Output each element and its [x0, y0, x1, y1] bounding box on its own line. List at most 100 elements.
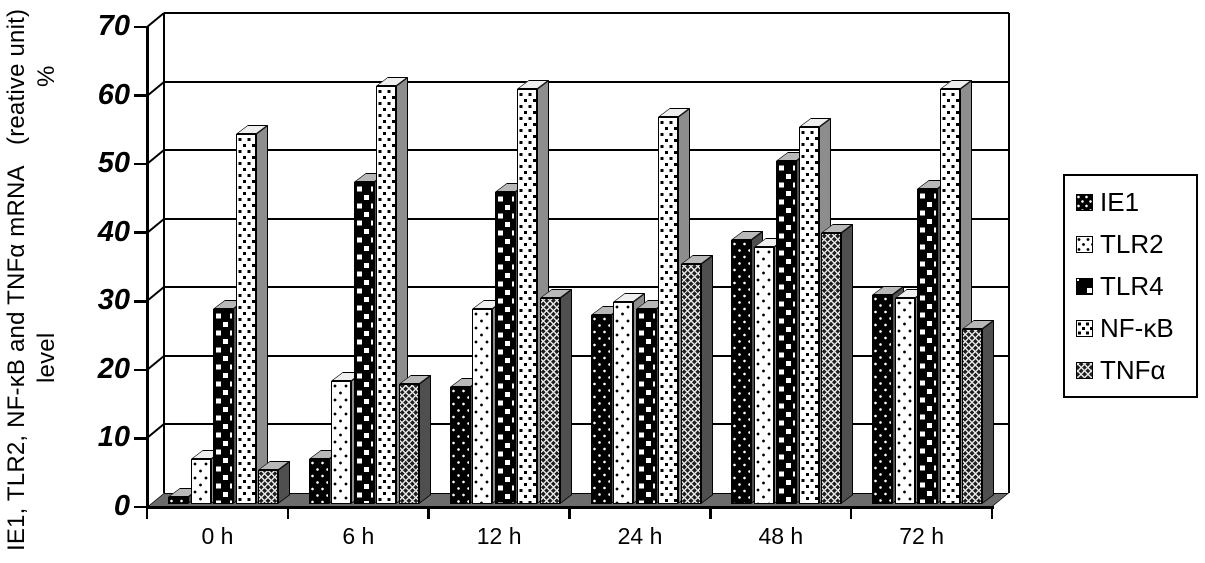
legend-item-ie1: IE1 [1076, 189, 1188, 215]
bar-IE1-24h [590, 315, 611, 504]
y-tick-label-30: 30 [97, 284, 130, 317]
x-tick-3 [568, 508, 571, 519]
y-tick-label-70: 70 [97, 10, 130, 42]
legend-label: TNFα [1100, 355, 1166, 385]
back-wall-left-edge [163, 13, 165, 493]
y-tick-label-0: 0 [113, 490, 130, 522]
legend-item-tlr2: TLR2 [1076, 231, 1188, 257]
x-axis-label-12h: 12 h [476, 523, 522, 549]
bar-NF-κB-6h [376, 85, 397, 504]
bar-TLR2-72h [894, 298, 915, 504]
bar-TLR2-48h [753, 246, 774, 504]
y-tick-40 [134, 231, 147, 234]
y-axis-title-line1: IE1, TLR2, NF-κB and TNFα mRNA level [3, 165, 60, 551]
bar-TNFα-24h [680, 264, 701, 504]
bar-TNFα-12h [539, 298, 560, 504]
y-tick-label-60: 60 [97, 78, 130, 111]
bar-TNFα-72h [962, 329, 983, 504]
x-axis-label-72h: 72 h [899, 523, 945, 549]
bar-TLR4-6h [353, 181, 374, 504]
grid-connector-70 [146, 12, 165, 28]
legend-label: IE1 [1100, 187, 1140, 217]
y-axis-title: IE1, TLR2, NF-κB and TNFα mRNA level (re… [2, 0, 62, 563]
x-axis-line [145, 505, 994, 509]
bar-TLR4-0h [213, 308, 233, 504]
bar-IE1-12h [449, 387, 470, 504]
gridline-70 [164, 12, 1009, 14]
gridline-60 [164, 80, 1009, 83]
x-tick-6 [990, 508, 994, 519]
grid-connector-50 [146, 149, 165, 165]
bar-IE1-48h [731, 240, 752, 504]
x-tick-1 [286, 508, 290, 519]
legend-swatch-tnfa-icon [1076, 361, 1093, 379]
legend-swatch-ie1-icon [1076, 193, 1093, 211]
legend-swatch-tlr4-icon [1076, 277, 1093, 295]
x-tick-0 [145, 508, 149, 519]
grid-connector-40 [146, 217, 165, 234]
bar-TNFα-48h [821, 233, 842, 504]
bar-side-face [559, 289, 572, 504]
x-axis-label-6h: 6 h [342, 523, 375, 549]
x-tick-4 [709, 508, 712, 519]
legend-box: IE1 TLR2 TLR4 NF-κB TNFα [1063, 174, 1198, 398]
bar-NF-κB-72h [939, 89, 960, 504]
bar-NF-κB-0h [235, 133, 256, 504]
gridline-10 [164, 423, 1009, 426]
bar-TLR4-48h [776, 161, 797, 504]
grid-connector-30 [146, 286, 165, 303]
legend-label: NF-κB [1100, 313, 1174, 343]
bar-TLR4-12h [494, 192, 515, 504]
y-tick-label-20: 20 [97, 352, 130, 385]
x-tick-5 [849, 508, 853, 519]
grid-connector-60 [146, 80, 165, 97]
y-tick-70 [134, 25, 147, 29]
legend-item-tnfa: TNFα [1076, 357, 1188, 383]
bar-side-face [982, 320, 995, 504]
bar-side-face [700, 254, 713, 504]
y-tick-label-10: 10 [97, 421, 130, 454]
bar-side-face [418, 374, 431, 504]
x-axis-label-24h: 24 h [617, 523, 663, 549]
legend-swatch-tlr2-icon [1076, 235, 1093, 253]
bar-TLR2-0h [190, 459, 211, 504]
bar-TLR4-72h [917, 188, 938, 504]
grid-connector-20 [146, 355, 165, 371]
bar-IE1-6h [308, 459, 329, 504]
gridline-20 [164, 354, 1009, 357]
legend-label: TLR2 [1100, 229, 1164, 259]
bar-NF-κB-48h [798, 126, 819, 504]
gridline-50 [164, 149, 1009, 152]
y-tick-0 [134, 505, 147, 509]
bar-TNFα-0h [258, 469, 278, 504]
bar-TNFα-6h [398, 384, 419, 504]
bar-side-face [841, 224, 854, 504]
y-tick-60 [134, 94, 147, 97]
bar-NF-κB-12h [517, 89, 538, 504]
bar-NF-κB-24h [658, 116, 678, 504]
legend-item-tlr4: TLR4 [1076, 273, 1188, 299]
back-wall-right-edge [1008, 13, 1010, 493]
bar-TLR2-24h [613, 301, 633, 504]
legend-swatch-nfkb-icon [1076, 319, 1093, 337]
bar-TLR4-24h [635, 308, 656, 504]
y-tick-50 [134, 162, 147, 166]
x-axis-label-0h: 0 h [201, 523, 234, 549]
y-tick-20 [134, 368, 147, 372]
bar-IE1-72h [872, 294, 893, 504]
bar-TLR2-6h [331, 380, 352, 504]
x-tick-2 [427, 508, 430, 519]
y-tick-10 [134, 437, 147, 440]
y-tick-label-50: 50 [97, 147, 130, 180]
gridline-40 [164, 217, 1009, 220]
y-axis-title-line2: (reative unit) % [3, 8, 60, 145]
legend-item-nfkb: NF-κB [1076, 315, 1188, 341]
bar-IE1-0h [168, 497, 188, 504]
y-axis-line [145, 26, 149, 509]
gridline-30 [164, 286, 1009, 289]
x-axis-label-48h: 48 h [758, 523, 804, 549]
bar-side-face [255, 124, 268, 504]
y-tick-30 [134, 300, 147, 303]
legend-label: TLR4 [1100, 271, 1164, 301]
